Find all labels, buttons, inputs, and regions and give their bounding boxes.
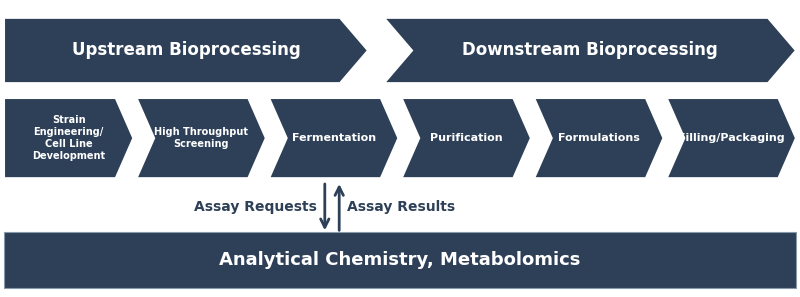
Text: Assay Requests: Assay Requests (194, 200, 317, 214)
Text: Fermentation: Fermentation (292, 133, 376, 143)
Text: Purification: Purification (430, 133, 502, 143)
Text: Strain
Engineering/
Cell Line
Development: Strain Engineering/ Cell Line Developmen… (32, 115, 106, 161)
Bar (4, 232, 796, 288)
Text: High Throughput
Screening: High Throughput Screening (154, 127, 248, 149)
Text: Filling/Packaging: Filling/Packaging (678, 133, 785, 143)
Polygon shape (402, 98, 531, 178)
Polygon shape (534, 98, 663, 178)
Text: Assay Results: Assay Results (347, 200, 455, 214)
Polygon shape (137, 98, 266, 178)
Polygon shape (384, 18, 796, 83)
Text: Downstream Bioprocessing: Downstream Bioprocessing (462, 42, 718, 59)
Polygon shape (4, 98, 134, 178)
Text: Formulations: Formulations (558, 133, 640, 143)
Text: Analytical Chemistry, Metabolomics: Analytical Chemistry, Metabolomics (219, 251, 581, 269)
Polygon shape (269, 98, 398, 178)
Polygon shape (4, 18, 368, 83)
Text: Upstream Bioprocessing: Upstream Bioprocessing (72, 42, 300, 59)
Polygon shape (666, 98, 796, 178)
